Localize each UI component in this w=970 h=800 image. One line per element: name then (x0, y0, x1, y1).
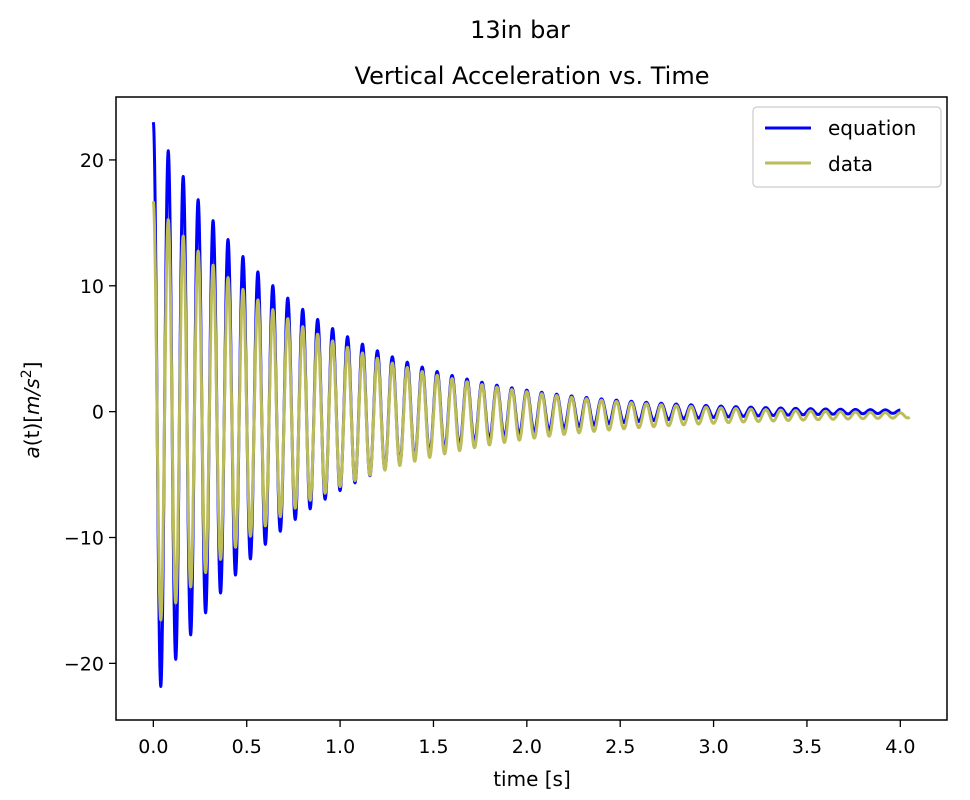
y-axis-label: a(t)[m/s2] (19, 362, 44, 459)
x-tick-label: 2.0 (512, 736, 542, 758)
series-line-data (151, 201, 911, 622)
x-tick-label: 1.0 (325, 736, 355, 758)
x-axis-label: time [s] (493, 767, 571, 791)
y-axis-label-slash: / (20, 386, 44, 397)
x-axis-ticks: 0.0 0.5 1.0 1.5 2.0 2.5 3.0 3.5 4.0 (138, 720, 915, 758)
legend: equation data (752, 106, 942, 188)
y-axis-ticks: −20 −10 0 10 20 (64, 150, 116, 675)
x-tick-label: 4.0 (885, 736, 915, 758)
y-axis-label-exp: 2 (19, 369, 35, 378)
x-tick-label: 3.0 (698, 736, 728, 758)
plot-frame (115, 96, 948, 721)
y-axis-label-t: (t)[ (20, 415, 44, 446)
legend-label-data: data (828, 152, 873, 176)
y-axis-label-close: ] (20, 362, 44, 370)
x-tick-label: 2.5 (605, 736, 635, 758)
legend-label-equation: equation (828, 116, 916, 140)
series-layer (151, 122, 911, 688)
y-tick-label: −10 (64, 528, 104, 550)
x-tick-label: 0.5 (232, 736, 262, 758)
y-axis-label-s: s (20, 378, 44, 388)
chart-title: Vertical Acceleration vs. Time (355, 62, 710, 90)
y-axis-label-a: a (20, 446, 44, 458)
y-tick-label: 20 (80, 150, 104, 172)
x-tick-label: 0.0 (138, 736, 168, 758)
y-tick-label: 0 (92, 402, 104, 424)
y-tick-label: −20 (64, 653, 104, 675)
chart-suptitle: 13in bar (470, 16, 570, 44)
x-tick-label: 1.5 (418, 736, 448, 758)
y-tick-label: 10 (80, 276, 104, 298)
x-tick-label: 3.5 (792, 736, 822, 758)
y-axis-label-m: m (20, 395, 44, 414)
